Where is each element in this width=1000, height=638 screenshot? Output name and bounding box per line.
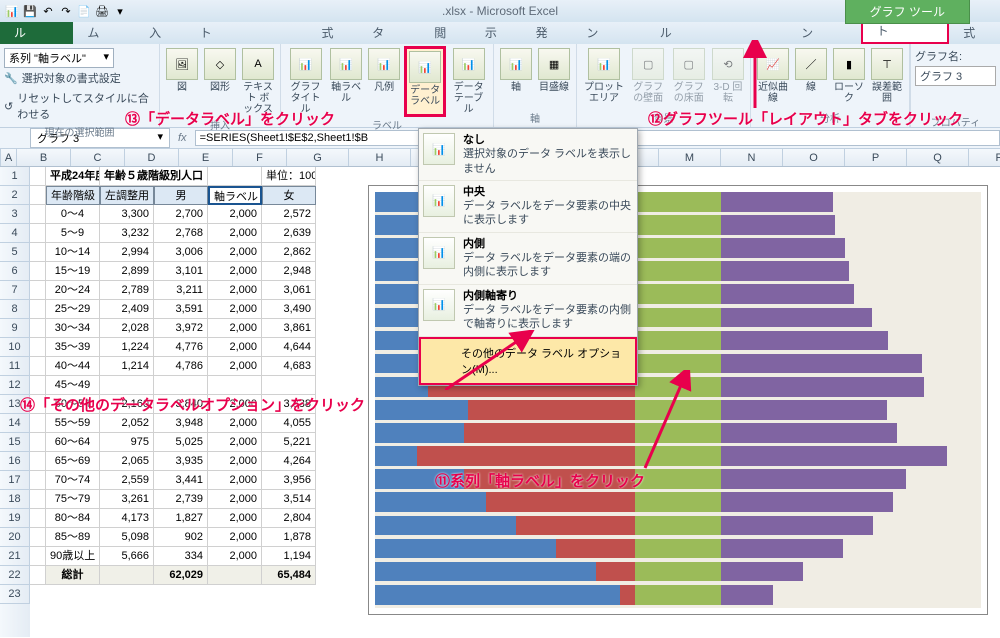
row-header[interactable]: 2 [0, 186, 30, 205]
row-header[interactable]: 1 [0, 167, 30, 186]
row-header[interactable]: 18 [0, 490, 30, 509]
row-header[interactable]: 8 [0, 300, 30, 319]
annotation-14: ⑭「その他のデータラベルオプション」をクリック [20, 394, 365, 415]
excel-icon: 📊 [4, 3, 20, 19]
data-labels-dropdown: 📊なし選択対象のデータ ラベルを表示しません📊中央データ ラベルをデータ要素の中… [418, 128, 638, 386]
qat-dropdown-icon[interactable]: ▾ [112, 3, 128, 19]
axis-titles-button[interactable]: 📊軸ラベル [328, 46, 364, 117]
chart-floor-button[interactable]: ▢グラフの床面 [669, 46, 708, 106]
row-header[interactable]: 22 [0, 566, 30, 585]
chart-wall-button[interactable]: ▢グラフの壁面 [629, 46, 668, 106]
row-header[interactable]: 23 [0, 585, 30, 604]
redo-icon[interactable]: ↷ [58, 3, 74, 19]
dropdown-item[interactable]: 📊中央データ ラベルをデータ要素の中央に表示します [419, 181, 637, 233]
chart-tools-tab: グラフ ツール [845, 0, 970, 24]
column-header[interactable]: R [969, 149, 1000, 166]
column-header[interactable]: E [179, 149, 233, 166]
annotation-13: ⑬「データラベル」をクリック [125, 108, 335, 129]
row-header[interactable]: 7 [0, 281, 30, 300]
row-header[interactable]: 19 [0, 509, 30, 528]
column-header[interactable]: Q [907, 149, 969, 166]
textbox-button[interactable]: Aテキスト ボックス [240, 46, 276, 117]
row-header[interactable]: 21 [0, 547, 30, 566]
legend-button[interactable]: 📊凡例 [366, 46, 402, 117]
data-table-button[interactable]: 📊データ テーブル [448, 46, 489, 117]
row-header[interactable]: 6 [0, 262, 30, 281]
row-header[interactable]: 17 [0, 471, 30, 490]
column-header[interactable]: G [287, 149, 349, 166]
updown-button[interactable]: ▮ローソク [831, 46, 867, 106]
row-header[interactable]: 11 [0, 357, 30, 376]
row-header[interactable]: 12 [0, 376, 30, 395]
column-header[interactable]: H [349, 149, 411, 166]
lines-button[interactable]: ／線 [793, 46, 829, 106]
column-header[interactable]: O [783, 149, 845, 166]
undo-icon[interactable]: ↶ [40, 3, 56, 19]
picture-button[interactable]: 🖼図 [164, 46, 200, 117]
format-selection-button[interactable]: 🔧選択対象の書式設定 [4, 68, 155, 88]
annotation-12: ⑫グラフツール「レイアウト」タブをクリック [648, 108, 963, 129]
column-header[interactable]: A [1, 149, 17, 166]
row-header[interactable]: 16 [0, 452, 30, 471]
dropdown-item[interactable]: 📊内側軸寄りデータ ラベルをデータ要素の内側で軸寄りに表示します [419, 285, 637, 337]
column-header[interactable]: M [659, 149, 721, 166]
ribbon-group-axes: 📊軸 ▦目盛線 軸 [494, 44, 577, 127]
column-header[interactable]: C [71, 149, 125, 166]
column-header[interactable]: F [233, 149, 287, 166]
fx-icon[interactable]: fx [170, 132, 195, 144]
row-header[interactable]: 14 [0, 414, 30, 433]
more-data-label-options[interactable]: その他のデータ ラベル オプション(M)... [419, 337, 637, 385]
column-header[interactable]: N [721, 149, 783, 166]
plot-area-button[interactable]: 📊プロット エリア [581, 46, 627, 106]
column-header[interactable]: D [125, 149, 179, 166]
row-header[interactable]: 10 [0, 338, 30, 357]
qat-icon[interactable]: 📄 [76, 3, 92, 19]
chart-icon: 📊 [423, 133, 455, 165]
error-button[interactable]: ⊤誤差範囲 [869, 46, 905, 106]
column-header[interactable]: B [17, 149, 71, 166]
quick-access-toolbar: 📊 💾 ↶ ↷ 📄 🖨 ▾ [4, 3, 128, 19]
data-table: 平成24年度年齢５歳階級別人口単位：1000人年齢階級左調整用男軸ラベル女0～4… [30, 167, 316, 585]
window-title: .xlsx - Microsoft Excel [442, 4, 558, 18]
annotation-11: ⑪系列「軸ラベル」をクリック [435, 470, 645, 491]
save-icon[interactable]: 💾 [22, 3, 38, 19]
row-header[interactable]: 20 [0, 528, 30, 547]
data-labels-button[interactable]: 📊データ ラベル [404, 46, 446, 117]
trendline-button[interactable]: 📈近似曲線 [755, 46, 791, 106]
gridlines-button[interactable]: ▦目盛線 [536, 46, 572, 95]
chart-name-input[interactable]: グラフ 3 [915, 66, 996, 86]
chart-icon: 📊 [423, 185, 455, 217]
column-header[interactable]: P [845, 149, 907, 166]
row-header[interactable]: 15 [0, 433, 30, 452]
chart-element-selector[interactable]: 系列 "軸ラベル"▾ [4, 48, 114, 68]
dropdown-item[interactable]: 📊内側データ ラベルをデータ要素の端の内側に表示します [419, 233, 637, 285]
axes-button[interactable]: 📊軸 [498, 46, 534, 95]
qat-icon[interactable]: 🖨 [94, 3, 110, 19]
row-header[interactable]: 4 [0, 224, 30, 243]
title-bar: 📊 💾 ↶ ↷ 📄 🖨 ▾ .xlsx - Microsoft Excel グラ… [0, 0, 1000, 22]
ribbon-tabs: ファイル ホーム 挿入 ページ レイアウト 数式 データ 校閲 表示 開発 アド… [0, 22, 1000, 44]
rotation-button[interactable]: ⟲3-D 回転 [710, 46, 746, 106]
dropdown-item[interactable]: 📊なし選択対象のデータ ラベルを表示しません [419, 129, 637, 181]
shapes-button[interactable]: ◇図形 [202, 46, 238, 117]
row-header[interactable]: 5 [0, 243, 30, 262]
chart-icon: 📊 [423, 289, 455, 321]
row-header[interactable]: 9 [0, 319, 30, 338]
chart-title-button[interactable]: 📊グラフ タイトル [285, 46, 326, 117]
row-header[interactable]: 3 [0, 205, 30, 224]
chart-icon: 📊 [423, 237, 455, 269]
